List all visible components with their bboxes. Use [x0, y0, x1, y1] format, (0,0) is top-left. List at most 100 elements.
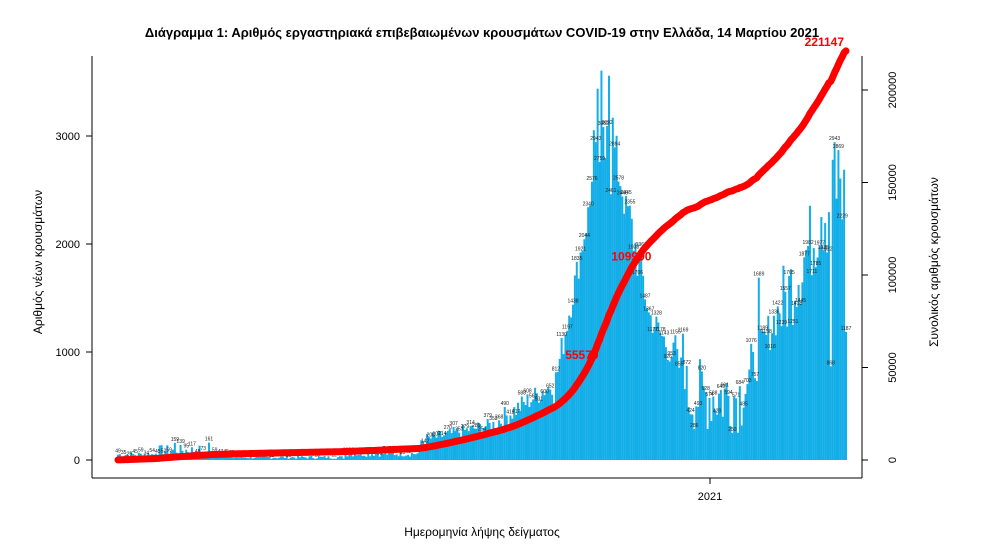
daily-bar [280, 456, 283, 460]
daily-bar [336, 457, 339, 460]
daily-bar [535, 393, 538, 460]
daily-bar [541, 391, 544, 460]
daily-bar-label: 588 [518, 391, 527, 397]
daily-bar-label: 1130 [556, 332, 567, 338]
daily-bar [374, 453, 377, 460]
y-right-axis-label: Συνολικός αριθμός κρουσμάτων [927, 177, 941, 347]
daily-bar [367, 452, 370, 460]
daily-bar [630, 218, 633, 460]
daily-bar [744, 393, 747, 460]
daily-bar [443, 435, 446, 460]
daily-bar [651, 332, 654, 460]
daily-bar-label: 594 [724, 390, 733, 396]
daily-bar-label: 142 [421, 439, 430, 445]
daily-bar [716, 414, 719, 460]
daily-bar [333, 458, 336, 460]
daily-bar [281, 456, 284, 460]
y-right-tick-label: 200000 [887, 72, 899, 109]
daily-bar [808, 205, 811, 460]
daily-bar [664, 347, 667, 460]
daily-bar [556, 371, 559, 460]
daily-bar [463, 429, 466, 460]
daily-bar [644, 299, 647, 460]
daily-bar [746, 384, 749, 460]
daily-bar [807, 245, 810, 460]
daily-bar [719, 389, 722, 460]
daily-bar [407, 454, 410, 460]
daily-bar-label: 1877 [799, 251, 810, 257]
daily-bar-label: 1935 [818, 245, 829, 251]
cumulative-value-label: 55570 [565, 348, 599, 362]
daily-bar-label: 757 [751, 372, 760, 378]
daily-bar [382, 453, 385, 460]
daily-bar [270, 458, 273, 460]
daily-bar [414, 454, 417, 460]
daily-bar-label: 1169 [678, 328, 689, 334]
daily-bar [736, 432, 739, 460]
daily-bar-label: 1785 [810, 261, 821, 267]
daily-bar-label: 214 [438, 431, 447, 437]
daily-bar [590, 181, 593, 461]
daily-bar-label: 872 [683, 360, 692, 366]
daily-bar [670, 357, 673, 460]
daily-bar [691, 414, 694, 460]
daily-bar [814, 267, 817, 460]
daily-bar [304, 457, 307, 460]
daily-bar [223, 457, 226, 460]
daily-bar [733, 396, 736, 460]
daily-bar [795, 306, 798, 460]
daily-bar [803, 257, 806, 460]
daily-bar [558, 358, 561, 460]
daily-bar-label: 1187 [841, 326, 852, 332]
daily-bar [524, 405, 527, 460]
y-left-axis-label: Αριθμός νέων κρουσμάτων [31, 190, 45, 334]
daily-bar [460, 437, 463, 460]
daily-bar [293, 457, 296, 460]
daily-bar [482, 428, 485, 460]
daily-bar [822, 251, 825, 460]
daily-bar [492, 421, 495, 460]
daily-bar [676, 349, 679, 460]
daily-bar [291, 456, 294, 460]
daily-bar [645, 307, 648, 460]
daily-bar-label: 45 [155, 449, 161, 455]
daily-bar [306, 458, 309, 460]
daily-bar [532, 399, 535, 460]
daily-bar [471, 425, 474, 460]
daily-bar [384, 452, 387, 460]
daily-bar [799, 303, 802, 460]
daily-bar-label: 117 [188, 441, 196, 447]
daily-bar-label: 1982 [803, 240, 814, 246]
daily-bar [517, 402, 520, 460]
daily-bar [827, 212, 830, 460]
daily-bar [693, 429, 696, 460]
daily-bar [475, 428, 478, 460]
daily-bar [818, 246, 821, 460]
daily-bar [791, 324, 794, 460]
daily-bar [297, 455, 300, 460]
daily-bar [778, 313, 781, 460]
y-right-tick-label: 100000 [887, 257, 899, 294]
daily-bar [672, 342, 675, 460]
daily-bar [312, 458, 315, 460]
daily-bar [395, 454, 398, 460]
daily-bar [526, 394, 529, 460]
chart-title: Διάγραμμα 1: Αριθμός εργαστηριακά επιβεβ… [145, 25, 819, 40]
daily-bar [835, 198, 838, 460]
daily-bar [623, 213, 626, 460]
daily-bar-label: 820 [698, 365, 707, 371]
daily-bar [405, 455, 408, 460]
daily-bar [572, 304, 574, 460]
daily-bar-label: 207 [432, 432, 441, 438]
daily-bar-label: 1557 [780, 286, 791, 292]
daily-bar [454, 431, 457, 460]
daily-bar-label: 1143 [659, 331, 670, 337]
daily-bar [321, 456, 324, 460]
daily-bar-label: 1177 [647, 327, 658, 333]
daily-bar [285, 455, 288, 460]
daily-bar-label: 417 [512, 409, 521, 415]
daily-bar [598, 162, 601, 460]
daily-bar [845, 331, 847, 460]
